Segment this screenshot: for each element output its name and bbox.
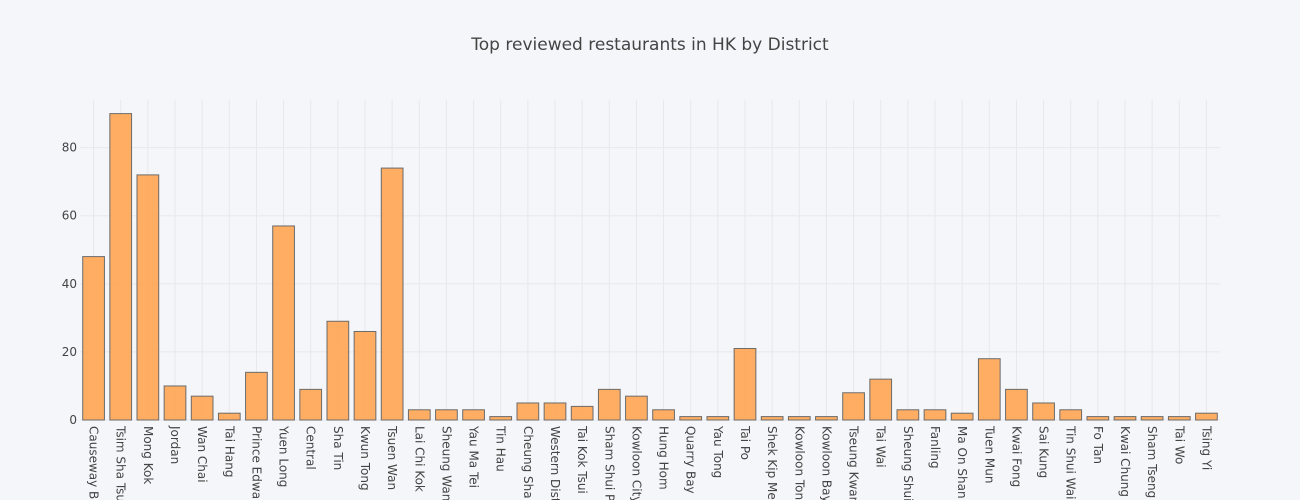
bar-causeway-bay[interactable]: [82, 256, 105, 421]
bar-lai-chi-kok[interactable]: [407, 409, 431, 421]
x-tick-label: Sham Tseng: [1145, 426, 1159, 498]
x-tick-label: Sha Tin: [331, 426, 345, 470]
y-tick-label: 60: [62, 209, 77, 223]
bar-sham-shui-po[interactable]: [597, 388, 621, 421]
bar-sha-tin[interactable]: [326, 320, 350, 421]
x-tick-label: Tai Po: [738, 425, 752, 460]
x-tick-label: Prince Edward: [249, 426, 263, 500]
bar-kowloon-bay[interactable]: [815, 416, 838, 421]
x-tick-label: Fanling: [928, 426, 942, 469]
bar-tuen-mun[interactable]: [977, 358, 1001, 421]
bar-sham-tseng[interactable]: [1140, 416, 1164, 421]
y-tick-label: 0: [69, 413, 77, 427]
x-tick-label: Yuen Long: [277, 425, 291, 487]
x-tick-label: Mong Kok: [141, 426, 155, 484]
x-tick-label: Tuen Mun: [982, 425, 996, 483]
x-tick-label: Kowloon Tong: [792, 426, 806, 500]
bar-wan-chai[interactable]: [190, 395, 214, 421]
x-tick-label: Cheung Sha Wan: [521, 426, 535, 500]
x-tick-label: Tseung Kwan O: [847, 425, 861, 500]
chart-title: Top reviewed restaurants in HK by Distri…: [470, 35, 829, 55]
bar-tai-wo[interactable]: [1167, 416, 1191, 421]
x-tick-label: Quarry Bay: [684, 426, 698, 494]
x-tick-label: Yau Ma Tei: [467, 425, 481, 488]
x-tick-label: Tai Kok Tsui: [575, 425, 589, 494]
x-tick-label: Kowloon City: [629, 426, 643, 500]
x-tick-label: Hung Hom: [657, 426, 671, 490]
bar-yuen-long[interactable]: [272, 225, 295, 421]
bar-ma-on-shan[interactable]: [950, 412, 974, 421]
bar-hung-hom[interactable]: [652, 409, 675, 421]
bar-central[interactable]: [299, 388, 323, 421]
bar-kowloon-tong[interactable]: [787, 416, 811, 421]
bar-jordan[interactable]: [163, 385, 187, 421]
x-tick-label: Lai Chi Kok: [412, 426, 426, 492]
bar-tsim-sha-tsui[interactable]: [109, 113, 133, 421]
x-tick-label: Tsim Sha Tsui: [114, 425, 128, 500]
x-tick-label: Kowloon Bay: [819, 426, 833, 500]
x-tick-label: Kwai Chung: [1118, 426, 1132, 497]
x-tick-label: Yau Tong: [711, 425, 725, 478]
x-tick-label: Sham Shui Po: [602, 426, 616, 500]
bar-shek-kip-mei[interactable]: [760, 416, 784, 421]
bar-tai-wai[interactable]: [869, 378, 893, 421]
bar-tsing-yi[interactable]: [1195, 412, 1218, 421]
bar-western-district[interactable]: [543, 402, 567, 421]
x-tick-label: Kwun Tong: [358, 426, 372, 491]
bar-kwun-tong[interactable]: [353, 330, 377, 421]
x-tick-label: Wan Chai: [195, 426, 209, 483]
x-tick-label: Tai Wo: [1172, 425, 1186, 464]
bars: [82, 113, 1218, 421]
x-tick-label: Ma On Shan: [955, 426, 969, 499]
x-tick-label: Fo Tan: [1091, 426, 1105, 464]
bar-tai-kok-tsui[interactable]: [570, 405, 594, 421]
x-tick-label: Sheung Wan: [439, 426, 453, 500]
bar-tai-po[interactable]: [733, 348, 757, 421]
bar-kwai-chung[interactable]: [1113, 416, 1137, 421]
x-tick-label: Tai Hang: [222, 425, 236, 477]
x-tick-label: Western District: [548, 426, 562, 500]
bar-quarry-bay[interactable]: [679, 416, 703, 421]
bar-sheung-shui[interactable]: [896, 409, 920, 421]
bar-kwai-fong[interactable]: [1005, 388, 1028, 421]
x-tick-label: Shek Kip Mei: [765, 426, 779, 500]
bar-tin-hau[interactable]: [489, 416, 513, 421]
bar-kowloon-city[interactable]: [625, 395, 648, 421]
bar-yau-ma-tei[interactable]: [462, 409, 485, 421]
x-tick-label: Central: [304, 426, 318, 470]
y-tick-label: 40: [62, 277, 77, 291]
bar-tai-hang[interactable]: [217, 412, 241, 421]
x-tick-label: Kwai Fong: [1009, 426, 1023, 487]
bar-sai-kung[interactable]: [1032, 402, 1055, 421]
bar-tseung-kwan-o[interactable]: [842, 392, 865, 421]
x-tick-label: Jordan: [168, 425, 182, 464]
y-axis: 0 20 40 60 80: [62, 141, 77, 427]
bar-tin-shui-wai[interactable]: [1059, 409, 1083, 421]
x-tick-label: Sai Kung: [1037, 426, 1051, 478]
x-tick-label: Tsuen Wan: [385, 425, 399, 490]
bar-yau-tong[interactable]: [706, 416, 730, 421]
bar-fo-tan[interactable]: [1086, 416, 1110, 421]
bar-mong-kok[interactable]: [136, 174, 160, 421]
x-tick-label: Tin Shui Wai: [1064, 425, 1078, 499]
x-tick-label: Tsing Yi: [1199, 425, 1213, 470]
x-axis: Causeway Bay Tsim Sha Tsui Mong Kok Jordan W…: [87, 425, 1214, 500]
bar-sheung-wan[interactable]: [435, 409, 458, 421]
x-tick-label: Tin Hau: [494, 425, 508, 472]
x-tick-label: Sheung Shui: [901, 426, 915, 500]
x-tick-label: Causeway Bay: [87, 426, 101, 500]
y-tick-label: 80: [62, 141, 77, 155]
bar-cheung-sha-wan[interactable]: [516, 402, 540, 421]
grid: [80, 100, 1220, 421]
bar-tsuen-wan[interactable]: [380, 167, 404, 421]
y-tick-label: 20: [62, 345, 77, 359]
bar-fanling[interactable]: [923, 409, 947, 421]
bar-prince-edward[interactable]: [245, 371, 268, 421]
x-tick-label: Tai Wai: [874, 425, 888, 468]
